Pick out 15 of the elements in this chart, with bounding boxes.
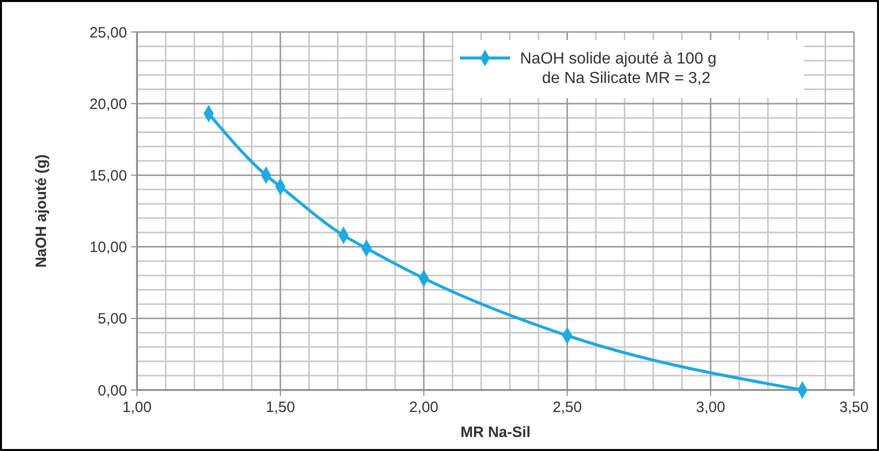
y-tick-label: 25,00 bbox=[89, 24, 127, 42]
y-tick-label: 0,00 bbox=[98, 382, 127, 400]
x-axis-title: MR Na-Sil bbox=[460, 424, 531, 441]
legend-label: NaOH solide ajouté à 100 g de Na Silicate MR = 3,2 bbox=[520, 50, 717, 87]
x-tick-label: 1,00 bbox=[122, 399, 152, 416]
y-tick-label: 5,00 bbox=[98, 310, 127, 328]
y-tick-label: 10,00 bbox=[89, 239, 127, 256]
y-tick-label: 20,00 bbox=[89, 96, 127, 113]
x-tick-label: 1,50 bbox=[266, 399, 295, 416]
x-tick-label: 3,50 bbox=[839, 399, 869, 416]
x-tick-label: 2,50 bbox=[552, 399, 582, 416]
x-tick-label: 3,00 bbox=[696, 399, 726, 416]
y-axis-title: NaOH ajouté (g) bbox=[33, 154, 50, 268]
y-tick-label: 15,00 bbox=[89, 167, 127, 184]
x-tick-label: 2,00 bbox=[409, 399, 438, 416]
